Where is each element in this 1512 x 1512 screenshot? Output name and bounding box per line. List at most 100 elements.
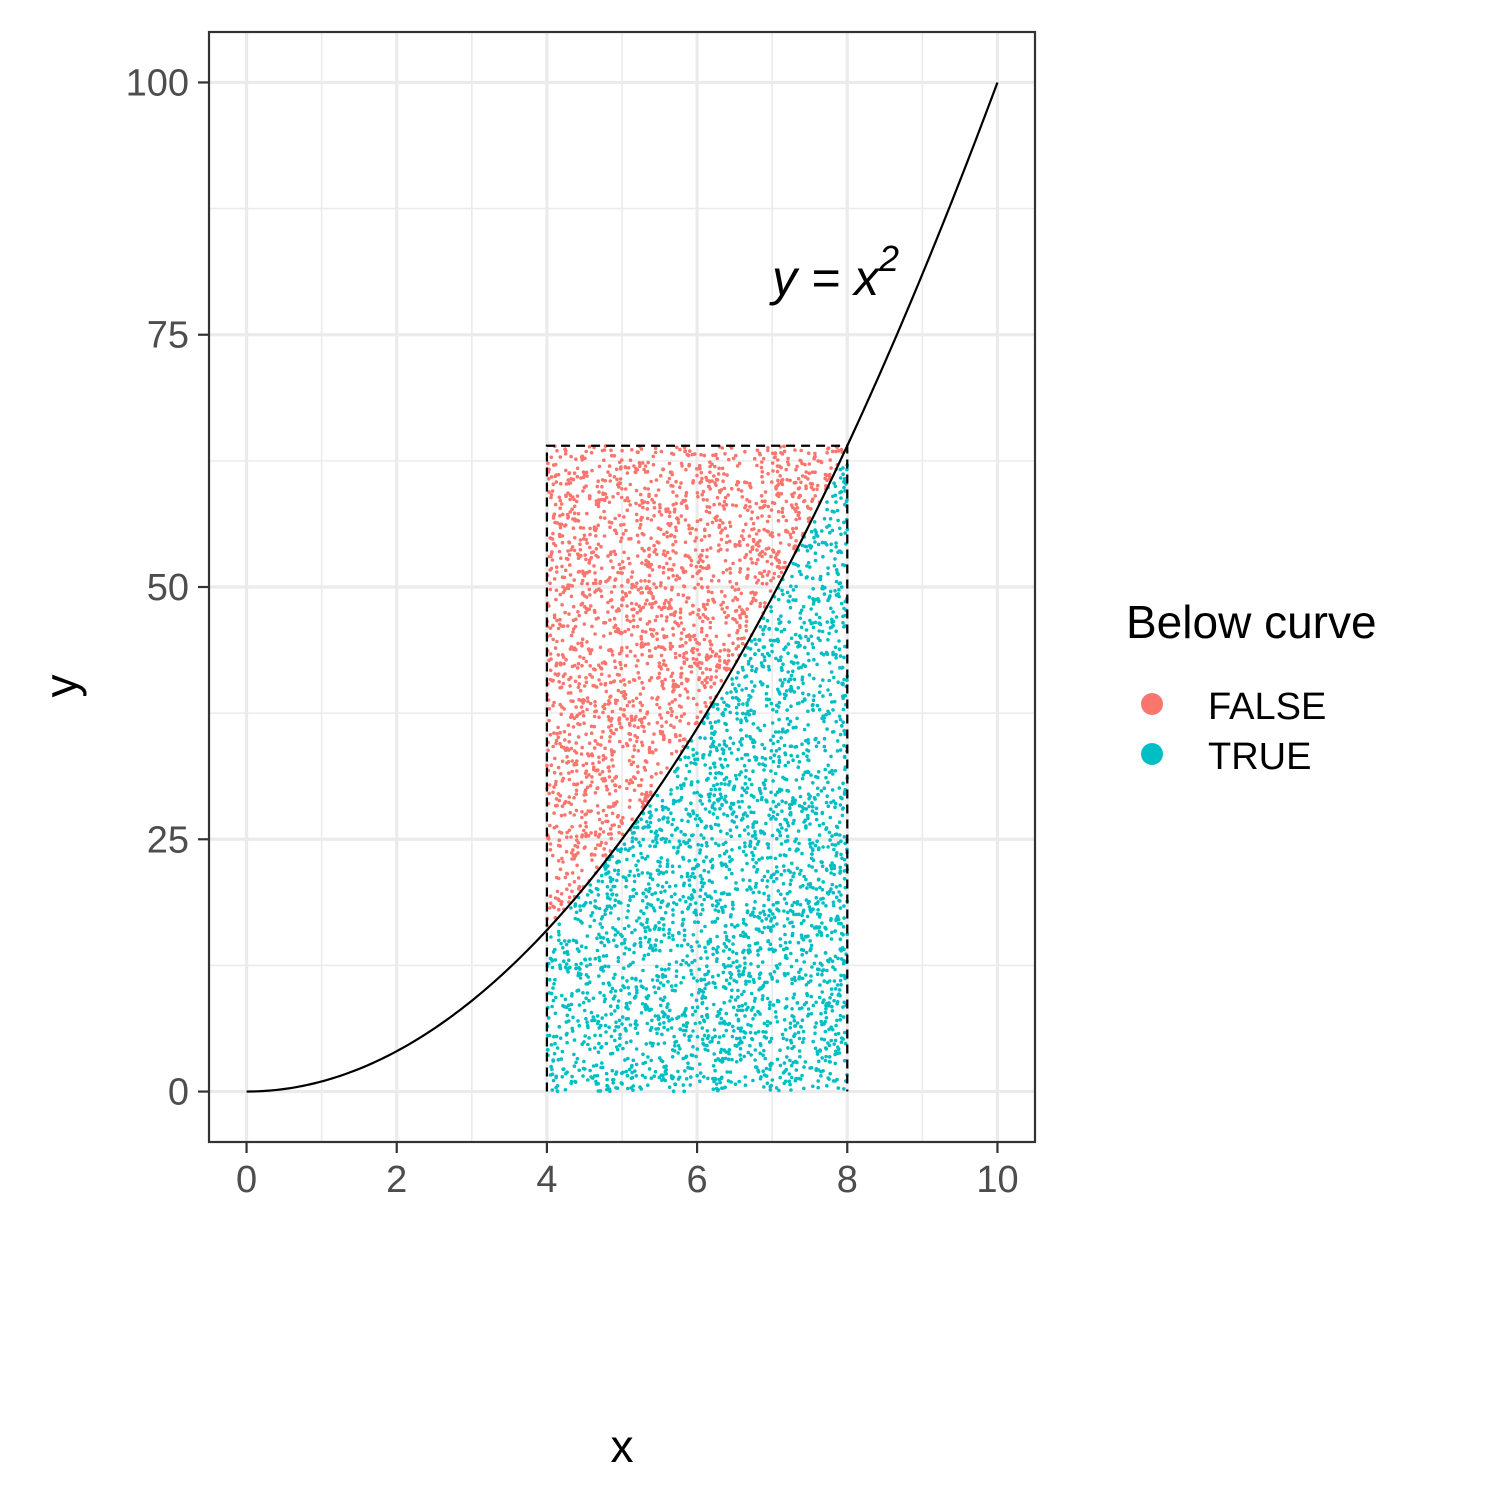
point-true [801, 908, 806, 913]
point-true [713, 1068, 717, 1073]
point-false [813, 451, 817, 456]
point-true [626, 985, 631, 990]
point-false [787, 543, 791, 547]
point-true [628, 1000, 632, 1005]
point-true [768, 972, 773, 976]
point-true [786, 670, 790, 674]
point-false [584, 834, 588, 839]
point-false [768, 533, 773, 537]
point-true [820, 810, 825, 815]
point-true [734, 980, 739, 984]
point-true [787, 722, 791, 727]
point-true [647, 889, 651, 894]
point-false [659, 581, 663, 585]
point-true [706, 969, 711, 974]
point-false [617, 562, 622, 567]
point-true [771, 799, 776, 804]
point-false [571, 725, 576, 729]
point-true [720, 747, 724, 751]
point-false [671, 542, 675, 547]
point-true [782, 1061, 787, 1065]
point-true [616, 930, 620, 934]
point-true [692, 875, 697, 879]
point-false [717, 466, 721, 471]
point-false [729, 446, 734, 450]
point-false [804, 470, 808, 474]
point-true [804, 634, 808, 639]
point-true [821, 554, 825, 559]
point-true [831, 965, 835, 969]
point-true [684, 1024, 689, 1029]
point-true [740, 1008, 745, 1013]
point-false [745, 576, 749, 580]
point-true [790, 920, 794, 925]
point-true [838, 717, 843, 722]
point-false [620, 832, 625, 837]
point-false [647, 648, 652, 653]
point-true [602, 993, 606, 998]
point-false [766, 448, 770, 453]
point-false [595, 484, 600, 489]
point-true [753, 830, 757, 834]
point-true [796, 765, 801, 769]
point-false [647, 750, 652, 755]
point-false [751, 537, 756, 542]
point-false [689, 563, 693, 567]
point-false [796, 476, 801, 481]
point-false [661, 552, 666, 557]
point-true [837, 647, 842, 651]
point-false [700, 585, 704, 590]
point-false [578, 722, 582, 727]
point-false [662, 601, 667, 606]
point-true [689, 1075, 693, 1079]
point-true [836, 1031, 841, 1036]
point-true [809, 529, 814, 534]
point-true [842, 478, 847, 483]
point-false [694, 536, 699, 540]
point-true [758, 680, 763, 684]
point-false [661, 733, 666, 738]
point-false [567, 740, 571, 744]
point-true [714, 1086, 719, 1091]
point-false [586, 809, 590, 813]
point-false [552, 905, 556, 909]
point-true [841, 466, 845, 470]
point-true [694, 1054, 698, 1059]
point-true [733, 686, 737, 691]
point-false [604, 784, 609, 789]
point-true [623, 1058, 627, 1062]
point-false [568, 497, 572, 502]
point-true [649, 829, 653, 834]
point-true [752, 914, 757, 919]
point-true [833, 954, 838, 959]
point-true [707, 799, 712, 803]
point-true [624, 1029, 628, 1033]
point-true [784, 689, 789, 693]
point-false [694, 564, 699, 569]
point-true [743, 1083, 748, 1087]
point-false [579, 455, 584, 459]
point-true [667, 839, 672, 844]
point-true [802, 1086, 806, 1091]
point-true [627, 947, 632, 952]
point-true [695, 979, 699, 983]
point-true [694, 998, 699, 1003]
point-true [585, 893, 590, 897]
point-true [745, 888, 749, 892]
point-false [563, 875, 568, 880]
point-true [782, 869, 787, 873]
point-true [588, 962, 592, 967]
point-true [601, 936, 606, 940]
point-true [681, 975, 686, 980]
point-false [697, 688, 701, 693]
point-false [608, 552, 613, 556]
point-false [591, 761, 595, 766]
point-true [714, 1082, 719, 1086]
point-true [623, 937, 627, 942]
point-false [721, 479, 725, 484]
point-true [766, 925, 770, 929]
point-true [796, 686, 801, 690]
point-true [743, 753, 748, 757]
point-true [781, 881, 786, 886]
point-true [780, 799, 784, 803]
